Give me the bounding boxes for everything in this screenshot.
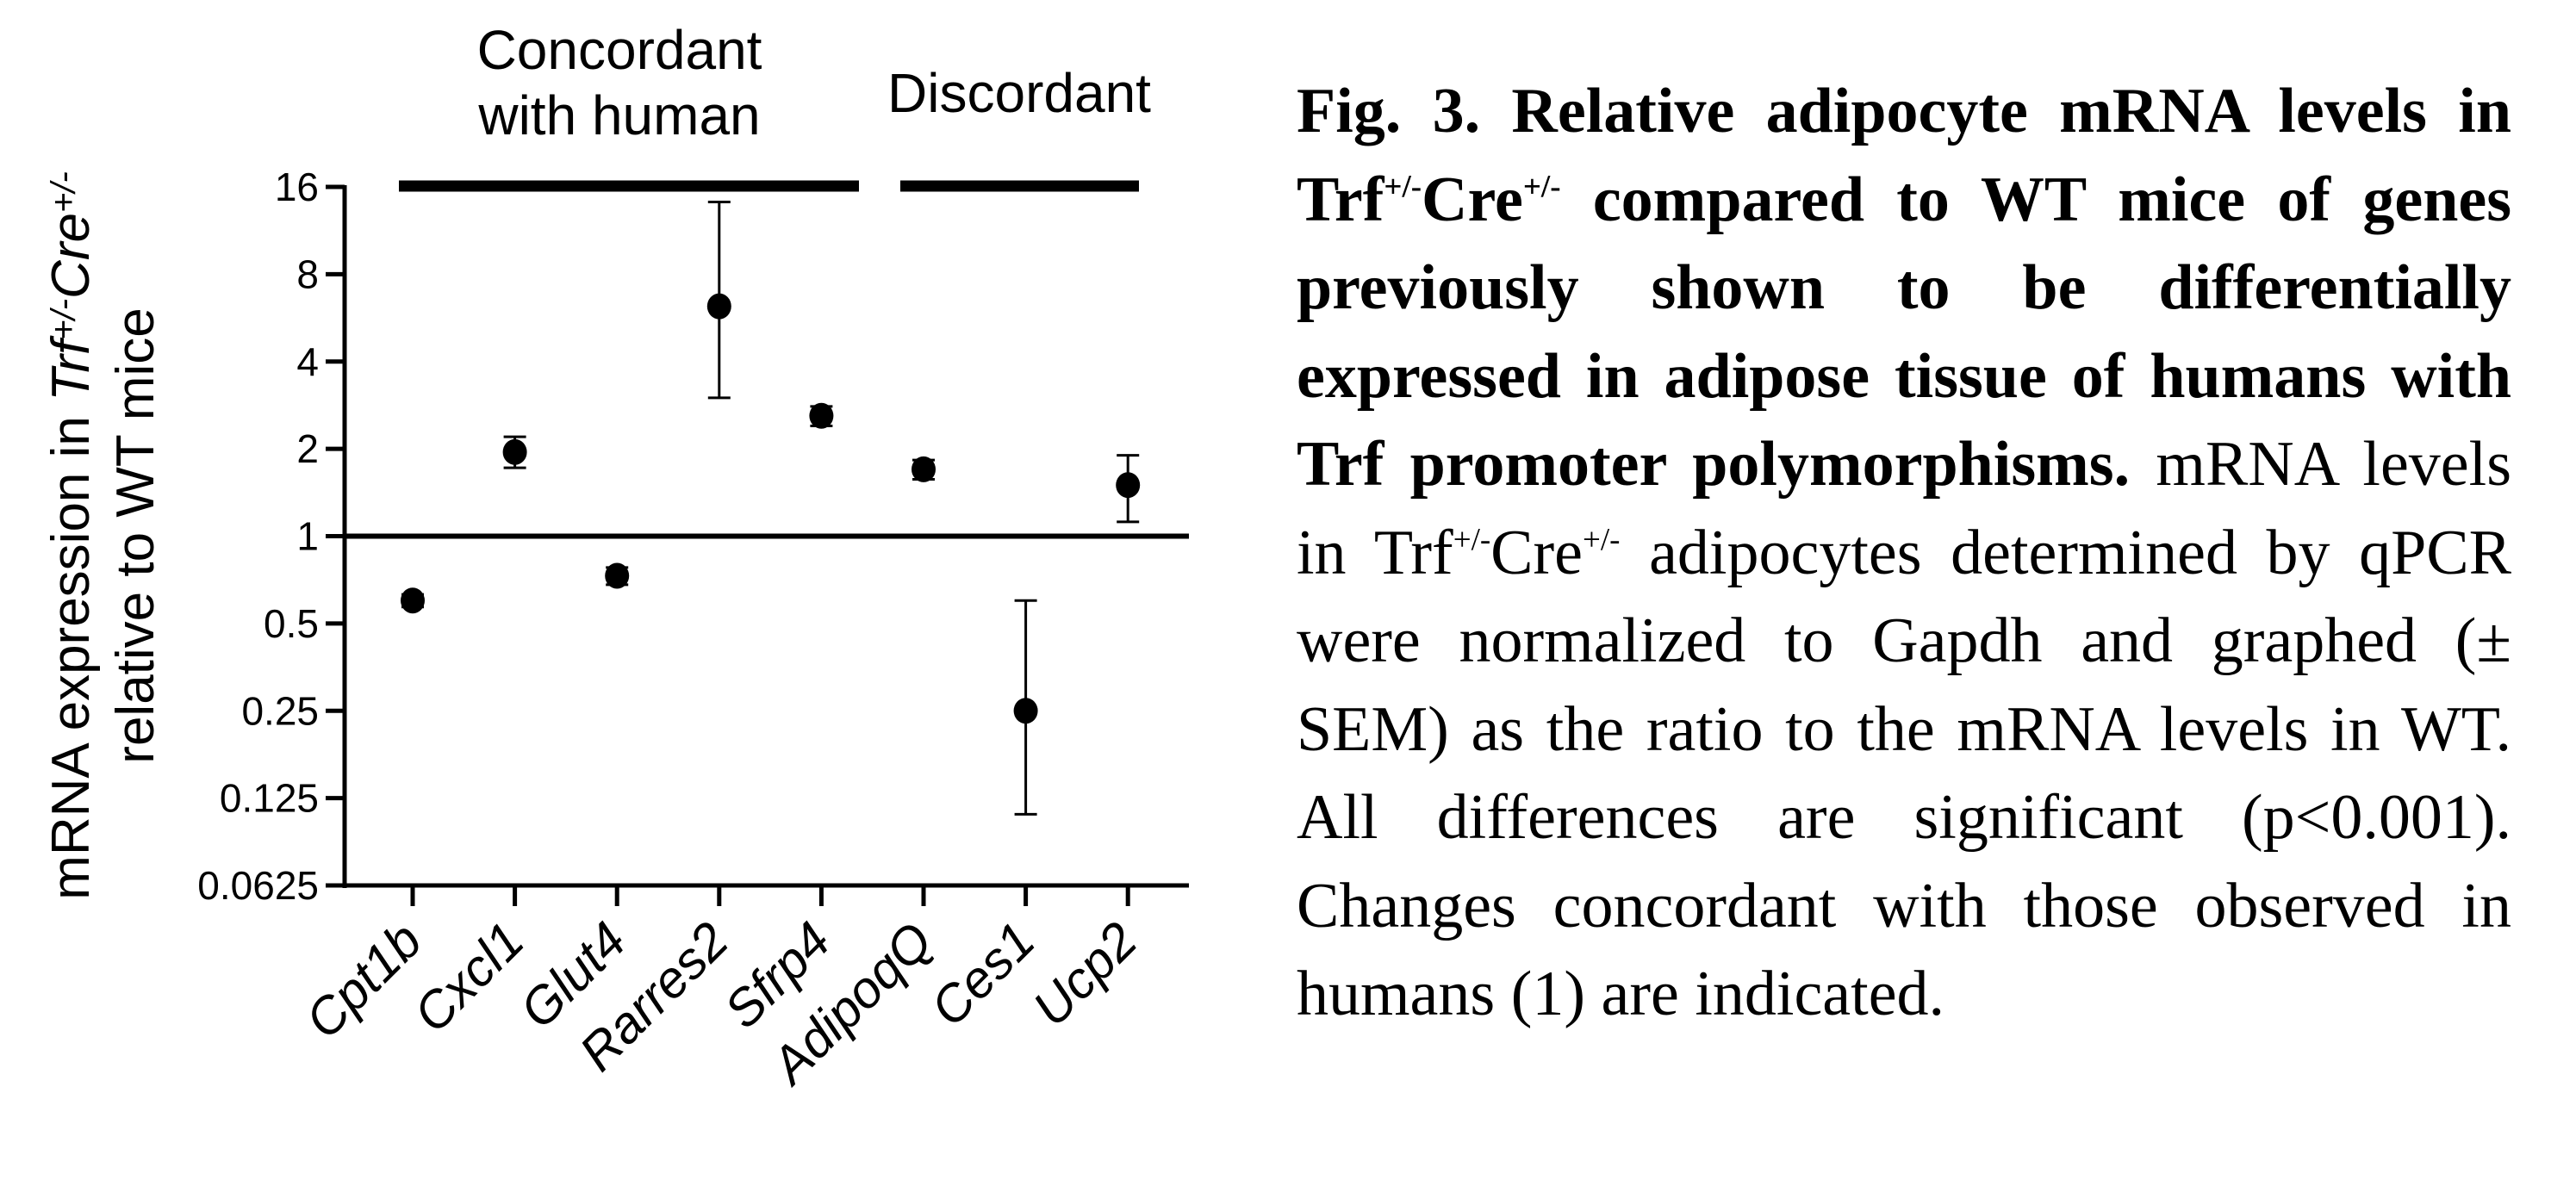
category-label: Ces1 <box>919 911 1045 1037</box>
caption-title-cre-sup: +/- <box>1522 168 1561 204</box>
caption-title-trf: Trf <box>1297 164 1384 235</box>
y-axis-title-part: mRNA expression in <box>41 401 101 900</box>
data-point <box>706 293 731 320</box>
caption-body-trf-sup: +/- <box>1453 521 1491 557</box>
group-label: Discordant <box>887 62 1151 124</box>
data-point <box>502 438 527 465</box>
data-point <box>912 456 936 482</box>
marks-layer <box>401 200 1141 816</box>
caption-title-line1: Fig. 3. Relative adipocyte mRNA levels i… <box>1297 76 2511 146</box>
group-label: with human <box>477 84 760 146</box>
category-label: Ucp2 <box>1022 911 1148 1037</box>
y-tick-label: 0.0625 <box>197 863 319 908</box>
data-point <box>1116 472 1141 499</box>
y-axis-title-line2: relative to WT mice <box>106 307 165 763</box>
axes-layer <box>326 180 1189 906</box>
category-label: Cpt1b <box>295 911 433 1050</box>
y-axis-title-part: +/- <box>45 299 83 340</box>
category-label: Cxcl1 <box>402 911 534 1043</box>
y-tick-label: 0.125 <box>220 776 319 821</box>
caption-body-trf: Trf <box>1373 517 1453 588</box>
data-point <box>1013 698 1038 724</box>
y-tick-label: 1 <box>296 514 319 559</box>
y-axis-title-line1: mRNA expression in Trf+/-Cre+/- <box>41 171 101 900</box>
y-tick-label: 2 <box>296 426 319 471</box>
group-label: Concordant <box>477 19 762 81</box>
y-axis-title-part: Cre <box>41 213 101 299</box>
y-axis-title-part: +/- <box>45 171 83 213</box>
caption-body-cre-sup: +/- <box>1583 521 1621 557</box>
y-tick-label: 8 <box>296 252 319 296</box>
caption-body-cre: Cre <box>1490 517 1584 588</box>
data-point <box>809 402 834 429</box>
y-axis-title-part: Trf <box>41 335 101 401</box>
caption-body-start: mRNA levels in <box>1297 429 2512 588</box>
data-point <box>605 562 630 589</box>
caption-title-trf-sup: +/- <box>1384 168 1422 204</box>
caption-title-rest: compared to WT mice of genes previously … <box>1297 164 2511 500</box>
y-tick-label: 0.25 <box>241 688 319 733</box>
caption-title-cre: Cre <box>1422 164 1523 235</box>
figure-caption: Fig. 3. Relative adipocyte mRNA levels i… <box>1297 67 2511 1039</box>
y-tick-label: 4 <box>296 339 319 384</box>
caption-body-rest: adipocytes determined by qPCR were norma… <box>1297 517 2511 1030</box>
data-point <box>401 587 425 614</box>
chart-svg: 1684210.50.250.1250.0625Cpt1bCxcl1Glut4R… <box>41 19 1189 1096</box>
chart: 16 8 4 2 1 0.5 0.25 0.125 0.0625 Cpt1b Cxcl1 Glut4 R… <box>0 0 1258 1180</box>
y-tick-label: 0.5 <box>264 601 319 646</box>
y-tick-label: 16 <box>275 165 319 209</box>
